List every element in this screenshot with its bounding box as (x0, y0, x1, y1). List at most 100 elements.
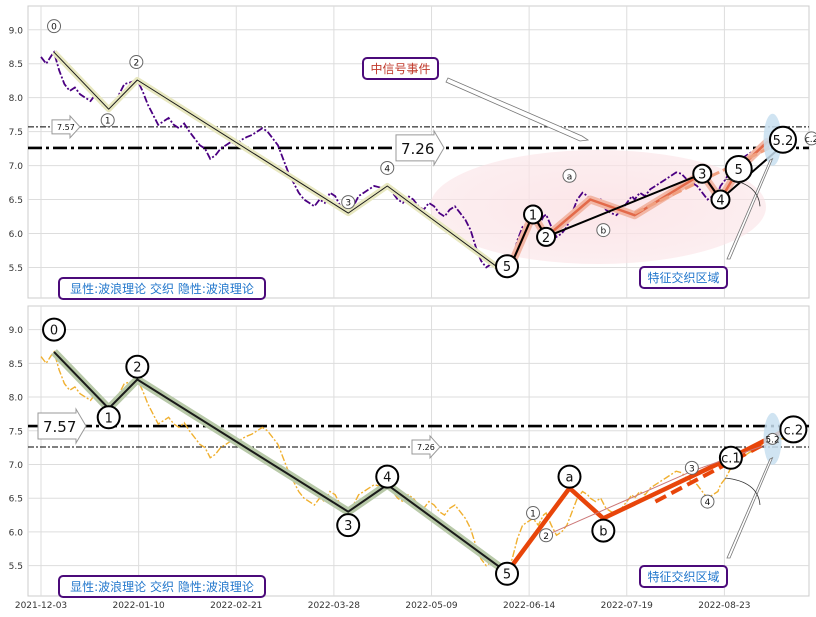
primary-wave-label-0-circle (42, 317, 67, 342)
event-label-box (362, 57, 439, 80)
y-tick-label: 7.5 (9, 128, 23, 138)
secondary-wave-label-2-circle (536, 226, 557, 247)
y-tick-label: 7.0 (9, 461, 24, 471)
secondary-wave-label-b-circle (596, 223, 611, 238)
curved-pointer (724, 178, 761, 207)
minor-wave-label-3-circle (684, 460, 699, 475)
hline-value-text: 7.26 (417, 443, 435, 452)
primary-wave-label-0-text: 0 (51, 23, 57, 33)
primary-wave-label-5-text: 5 (503, 260, 511, 275)
y-tick-label: 9.0 (9, 26, 24, 36)
secondary-wave-label-4-text: 4 (716, 194, 724, 209)
corner-label-text: 显性:波浪理论 交织 隐性:波浪理论 (70, 579, 254, 594)
price-line (40, 50, 792, 276)
secondary-wave-label-1-circle (523, 204, 544, 225)
hline-value-text: 7.57 (57, 123, 75, 132)
secondary-wave-label-2-text: 2 (542, 231, 550, 246)
hline-arrow-label (37, 407, 87, 445)
primary-wave-label-3-circle (336, 513, 361, 538)
primary-wave-label-4-circle (380, 160, 395, 175)
hline-arrow-label (411, 434, 441, 460)
secondary-wave-label-c.2-text: c.2 (784, 423, 804, 438)
y-tick-label: 7.0 (9, 162, 24, 172)
secondary-wave-label-c.2-circle (779, 415, 808, 444)
secondary-wave-label-b-text: b (599, 525, 607, 540)
primary-wave-label-5-circle (495, 254, 520, 279)
primary-wave-label-3-text: 3 (344, 519, 352, 534)
hline-arrow-label (395, 129, 445, 167)
y-tick-label: 6.0 (9, 528, 24, 538)
secondary-wave-label-b-circle (591, 518, 616, 543)
y-tick-label: 5.5 (9, 264, 23, 274)
minor-wave-label-3-text: 3 (689, 464, 695, 474)
secondary-wave-label-c.2-text: c.2 (805, 135, 816, 145)
hline-value-text: 7.26 (401, 140, 434, 158)
feature-zone-label-text: 特征交织区域 (647, 270, 719, 285)
primary-wave-label-2-circle (129, 55, 144, 70)
y-tick-label: 5.5 (9, 562, 23, 572)
feature-zone-label-box (639, 565, 728, 588)
event-pointer (445, 77, 590, 142)
primary-wave-label-1-circle (100, 113, 115, 128)
minor-wave-label-1-circle (526, 506, 541, 521)
secondary-wave-line (505, 423, 795, 574)
secondary-wave-label-3-circle (692, 163, 713, 184)
y-tick-label: 6.5 (9, 495, 23, 505)
primary-wave-label-4-text: 4 (383, 471, 391, 486)
minor-wave-label-4-text: 4 (705, 498, 711, 508)
primary-wave-label-0-text: 0 (50, 324, 58, 339)
feature-zone-ellipse (430, 150, 766, 264)
primary-wave-line (53, 351, 508, 574)
top-panel: 5.56.06.57.07.58.08.59.07.577.2601234512… (9, 5, 816, 300)
overlay-wave-line (506, 137, 792, 275)
primary-wave-label-4-circle (375, 464, 400, 489)
feature-zone-label-box (639, 266, 728, 289)
secondary-wave-label-3-text: 3 (698, 168, 706, 183)
x-tick-label: 2022-03-28 (308, 601, 361, 611)
minor-wave-label-5-2-circle (766, 432, 779, 445)
primary-wave-label-2-circle (125, 354, 150, 379)
y-tick-label: 8.5 (9, 60, 23, 70)
secondary-wave-label-5.2-circle (768, 125, 797, 154)
x-axis: 2021-12-03 2022-01-10 2022-02-21 2022-03-28… (15, 601, 751, 611)
hline-arrow-label (51, 114, 81, 140)
primary-wave-label-0-circle (47, 19, 62, 34)
x-tick-label: 2022-05-09 (405, 601, 458, 611)
secondary-wave-label-a-circle (557, 464, 582, 489)
primary-wave-label-3-circle (341, 195, 356, 210)
primary-wave-label-5-text: 5 (503, 568, 511, 583)
y-tick-label: 8.0 (9, 394, 24, 404)
secondary-wave-label-c.1-circle (718, 445, 743, 470)
x-tick-label: 2021-12-03 (15, 601, 67, 611)
corner-label-text: 显性:波浪理论 交织 隐性:波浪理论 (70, 281, 254, 296)
minor-wave-label-1-text: 1 (530, 510, 536, 520)
minor-wave-label-2-circle (539, 528, 554, 543)
secondary-wave-label-a-text: a (567, 172, 573, 182)
secondary-wave-label-b-text: b (600, 227, 606, 237)
x-tick-label: 2022-02-21 (210, 601, 262, 611)
secondary-wave-label-a-circle (562, 168, 577, 183)
primary-wave-label-2-text: 2 (133, 59, 139, 69)
primary-wave-line (53, 51, 508, 275)
primary-wave-label-1-circle (96, 405, 121, 430)
secondary-wave-label-5-text: 5 (735, 163, 743, 178)
corner-label-box (58, 575, 266, 598)
corner-label-box (58, 277, 266, 300)
minor-wave-label-4-circle (700, 494, 715, 509)
secondary-wave-label-c.1-text: c.1 (721, 452, 741, 467)
y-tick-label: 8.0 (9, 94, 24, 104)
y-tick-label: 8.5 (9, 360, 23, 370)
y-tick-label: 7.5 (9, 427, 23, 437)
x-tick-label: 2022-07-19 (601, 601, 654, 611)
secondary-wave-label-a-text: a (566, 471, 574, 486)
minor-wave-label-5-2-text: 5.2 (765, 435, 779, 445)
primary-wave-label-5-circle (495, 561, 520, 586)
primary-wave-label-4-text: 4 (384, 164, 390, 174)
minor-wave-label-2-text: 2 (543, 532, 549, 542)
primary-wave-label-1-text: 1 (105, 411, 113, 426)
secondary-wave-label-1-text: 1 (529, 208, 537, 223)
bottom-panel: 5.5 6.0 6.5 7.0 7.5 8.0 8.5 9.0 7.57 7.26 0 1 2 3 4 5 a b… (9, 305, 810, 598)
event-label-text: 中信号事件 (370, 61, 430, 76)
x-tick-label: 2022-06-14 (503, 601, 556, 611)
